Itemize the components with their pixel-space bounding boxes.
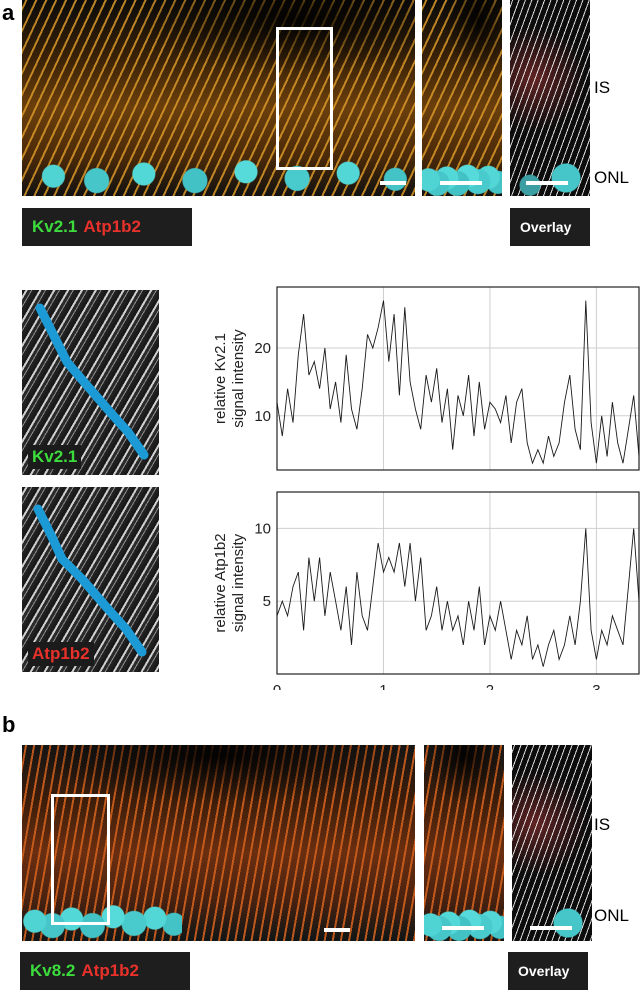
x-tick-label: 2 <box>486 682 494 690</box>
panel-b-channel-legend: Kv8.2 Atp1b2 <box>20 952 190 990</box>
layer-label-onl: ONL <box>594 168 629 187</box>
panel-a-zoom-micrograph <box>422 0 502 196</box>
legend-marker-atp1b2: Atp1b2 <box>81 961 139 980</box>
y-axis-label: signal intensity <box>230 533 247 632</box>
plot-frame <box>276 286 640 471</box>
kv21-line-scan-thumbnail: Kv2.1 <box>22 290 159 475</box>
atp1b2-line-scan-thumbnail: Atp1b2 <box>22 487 159 672</box>
onl-nuclei <box>22 897 182 941</box>
onl-nuclei <box>22 152 415 196</box>
signal-intensity-trace <box>276 528 640 667</box>
legend-marker-kv21: Kv2.1 <box>32 217 78 236</box>
signal-intensity-trace <box>276 300 640 465</box>
y-axis-label: signal intensity <box>230 329 247 428</box>
onl-nuclei <box>422 160 502 196</box>
panel-b-overlay-label: Overlay <box>508 952 588 990</box>
onl-nuclei <box>510 160 590 196</box>
thumbnail-label-kv21: Kv2.1 <box>28 445 82 469</box>
y-tick-label: 10 <box>254 520 271 537</box>
panel-a-letter: a <box>2 0 15 25</box>
y-tick-label: 5 <box>263 593 271 610</box>
x-tick-label: 1 <box>379 682 387 690</box>
panel-b-overlay-micrograph <box>512 745 592 941</box>
panel-a-overlay-micrograph <box>510 0 590 196</box>
onl-nuclei <box>512 905 592 941</box>
panel-b-letter: b <box>2 712 16 737</box>
panel-a-main-micrograph <box>22 0 415 196</box>
thumbnail-label-atp1b2: Atp1b2 <box>28 642 94 666</box>
plot-frame <box>276 491 640 675</box>
y-axis-label: relative Kv2.1 <box>212 333 229 424</box>
roi-box <box>276 27 333 170</box>
scale-bar <box>526 181 568 185</box>
panel-b-main-micrograph <box>22 745 415 941</box>
y-axis-label: relative Atp1b2 <box>212 533 229 632</box>
legend-marker-kv82: Kv8.2 <box>30 961 76 980</box>
onl-nuclei <box>424 905 504 941</box>
layer-label-is: IS <box>594 78 611 97</box>
roi-box <box>51 794 110 925</box>
line-scan-roi <box>35 303 149 460</box>
scale-bar <box>442 926 484 930</box>
scale-bar <box>440 181 482 185</box>
x-tick-label: 0 <box>273 682 281 690</box>
y-tick-label: 20 <box>254 340 271 357</box>
y-tick-label: 10 <box>254 408 271 425</box>
layer-label-onl: ONL <box>594 906 629 925</box>
scale-bar <box>380 181 406 185</box>
scale-bar <box>530 926 572 930</box>
line-scan-roi <box>33 504 147 657</box>
x-tick-label: 3 <box>592 682 600 690</box>
panel-a-channel-legend: Kv2.1 Atp1b2 <box>22 208 192 246</box>
legend-marker-atp1b2: Atp1b2 <box>83 217 141 236</box>
layer-label-is: IS <box>594 815 611 834</box>
scale-bar <box>324 928 350 932</box>
panel-b-zoom-micrograph <box>424 745 504 941</box>
panel-a-overlay-label: Overlay <box>510 208 590 246</box>
